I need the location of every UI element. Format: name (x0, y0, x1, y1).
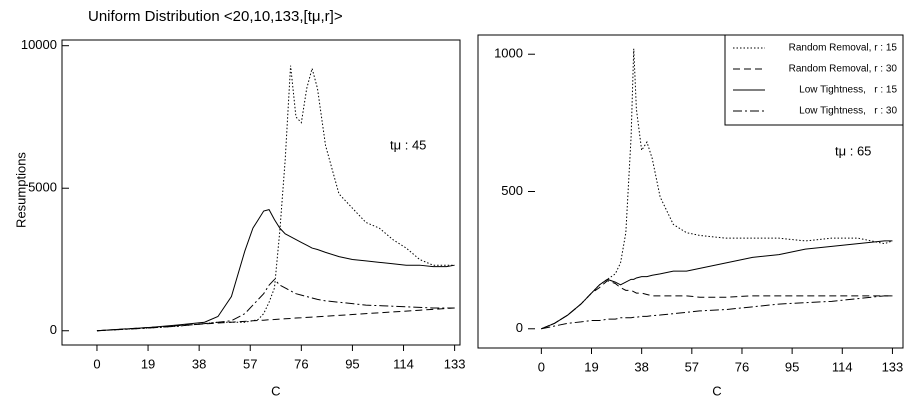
x-axis-label: C (712, 383, 721, 398)
x-tick-label: 76 (294, 356, 308, 371)
x-axis-label: C (271, 383, 280, 398)
annotation: tμ : 45 (390, 137, 426, 152)
legend-label: Random Removal, r : 15 (789, 43, 898, 54)
y-axis-label: Resumptions (13, 152, 28, 228)
y-tick-label: 1000 (494, 46, 523, 61)
x-tick-label: 76 (735, 359, 749, 374)
line-series (541, 295, 893, 330)
plot-frame (61, 39, 461, 346)
x-tick-label: 57 (243, 356, 257, 371)
line-series (96, 278, 455, 332)
legend: Random Removal, r : 15 Random Removal, r … (724, 34, 904, 126)
legend-box (724, 34, 904, 126)
x-tick-label: 0 (93, 356, 100, 371)
x-tick-label: 114 (393, 356, 414, 371)
y-tick-label: 0 (516, 320, 523, 335)
chart-title: Uniform Distribution <20,10,133,[tμ,r]> (88, 8, 343, 25)
panel: Ctμ : 65 0 500 1000 0 19 38 57 76 95 114 133 Random … (477, 34, 904, 398)
x-tick-label: 57 (685, 359, 699, 374)
x-tick-label: 95 (785, 359, 799, 374)
plot-frame (477, 34, 904, 349)
x-tick-label: 19 (584, 359, 598, 374)
y-tick-label: 0 (50, 322, 57, 337)
line-series (541, 280, 893, 330)
x-tick-label: 38 (634, 359, 648, 374)
line-series (96, 209, 455, 332)
legend-label: Low Tightness, r : 15 (799, 85, 897, 96)
x-tick-label: 133 (882, 359, 904, 374)
y-tick-label: 10000 (21, 37, 57, 52)
x-tick-label: 38 (192, 356, 206, 371)
legend-label: Random Removal, r : 30 (789, 64, 898, 75)
x-tick-label: 95 (345, 356, 359, 371)
annotation: tμ : 65 (835, 143, 871, 158)
x-tick-label: 19 (141, 356, 155, 371)
x-tick-label: 0 (538, 359, 545, 374)
y-tick-label: 500 (501, 183, 523, 198)
legend-label: Low Tightness, r : 30 (799, 106, 897, 117)
line-series (541, 240, 893, 330)
y-tick-label: 5000 (28, 180, 57, 195)
x-tick-label: 114 (832, 359, 853, 374)
line-series (96, 307, 455, 332)
x-tick-label: 133 (444, 356, 466, 371)
panel: Uniform Distribution <20,10,133,[tμ,r]> R… (13, 8, 465, 398)
line-series (96, 65, 455, 332)
